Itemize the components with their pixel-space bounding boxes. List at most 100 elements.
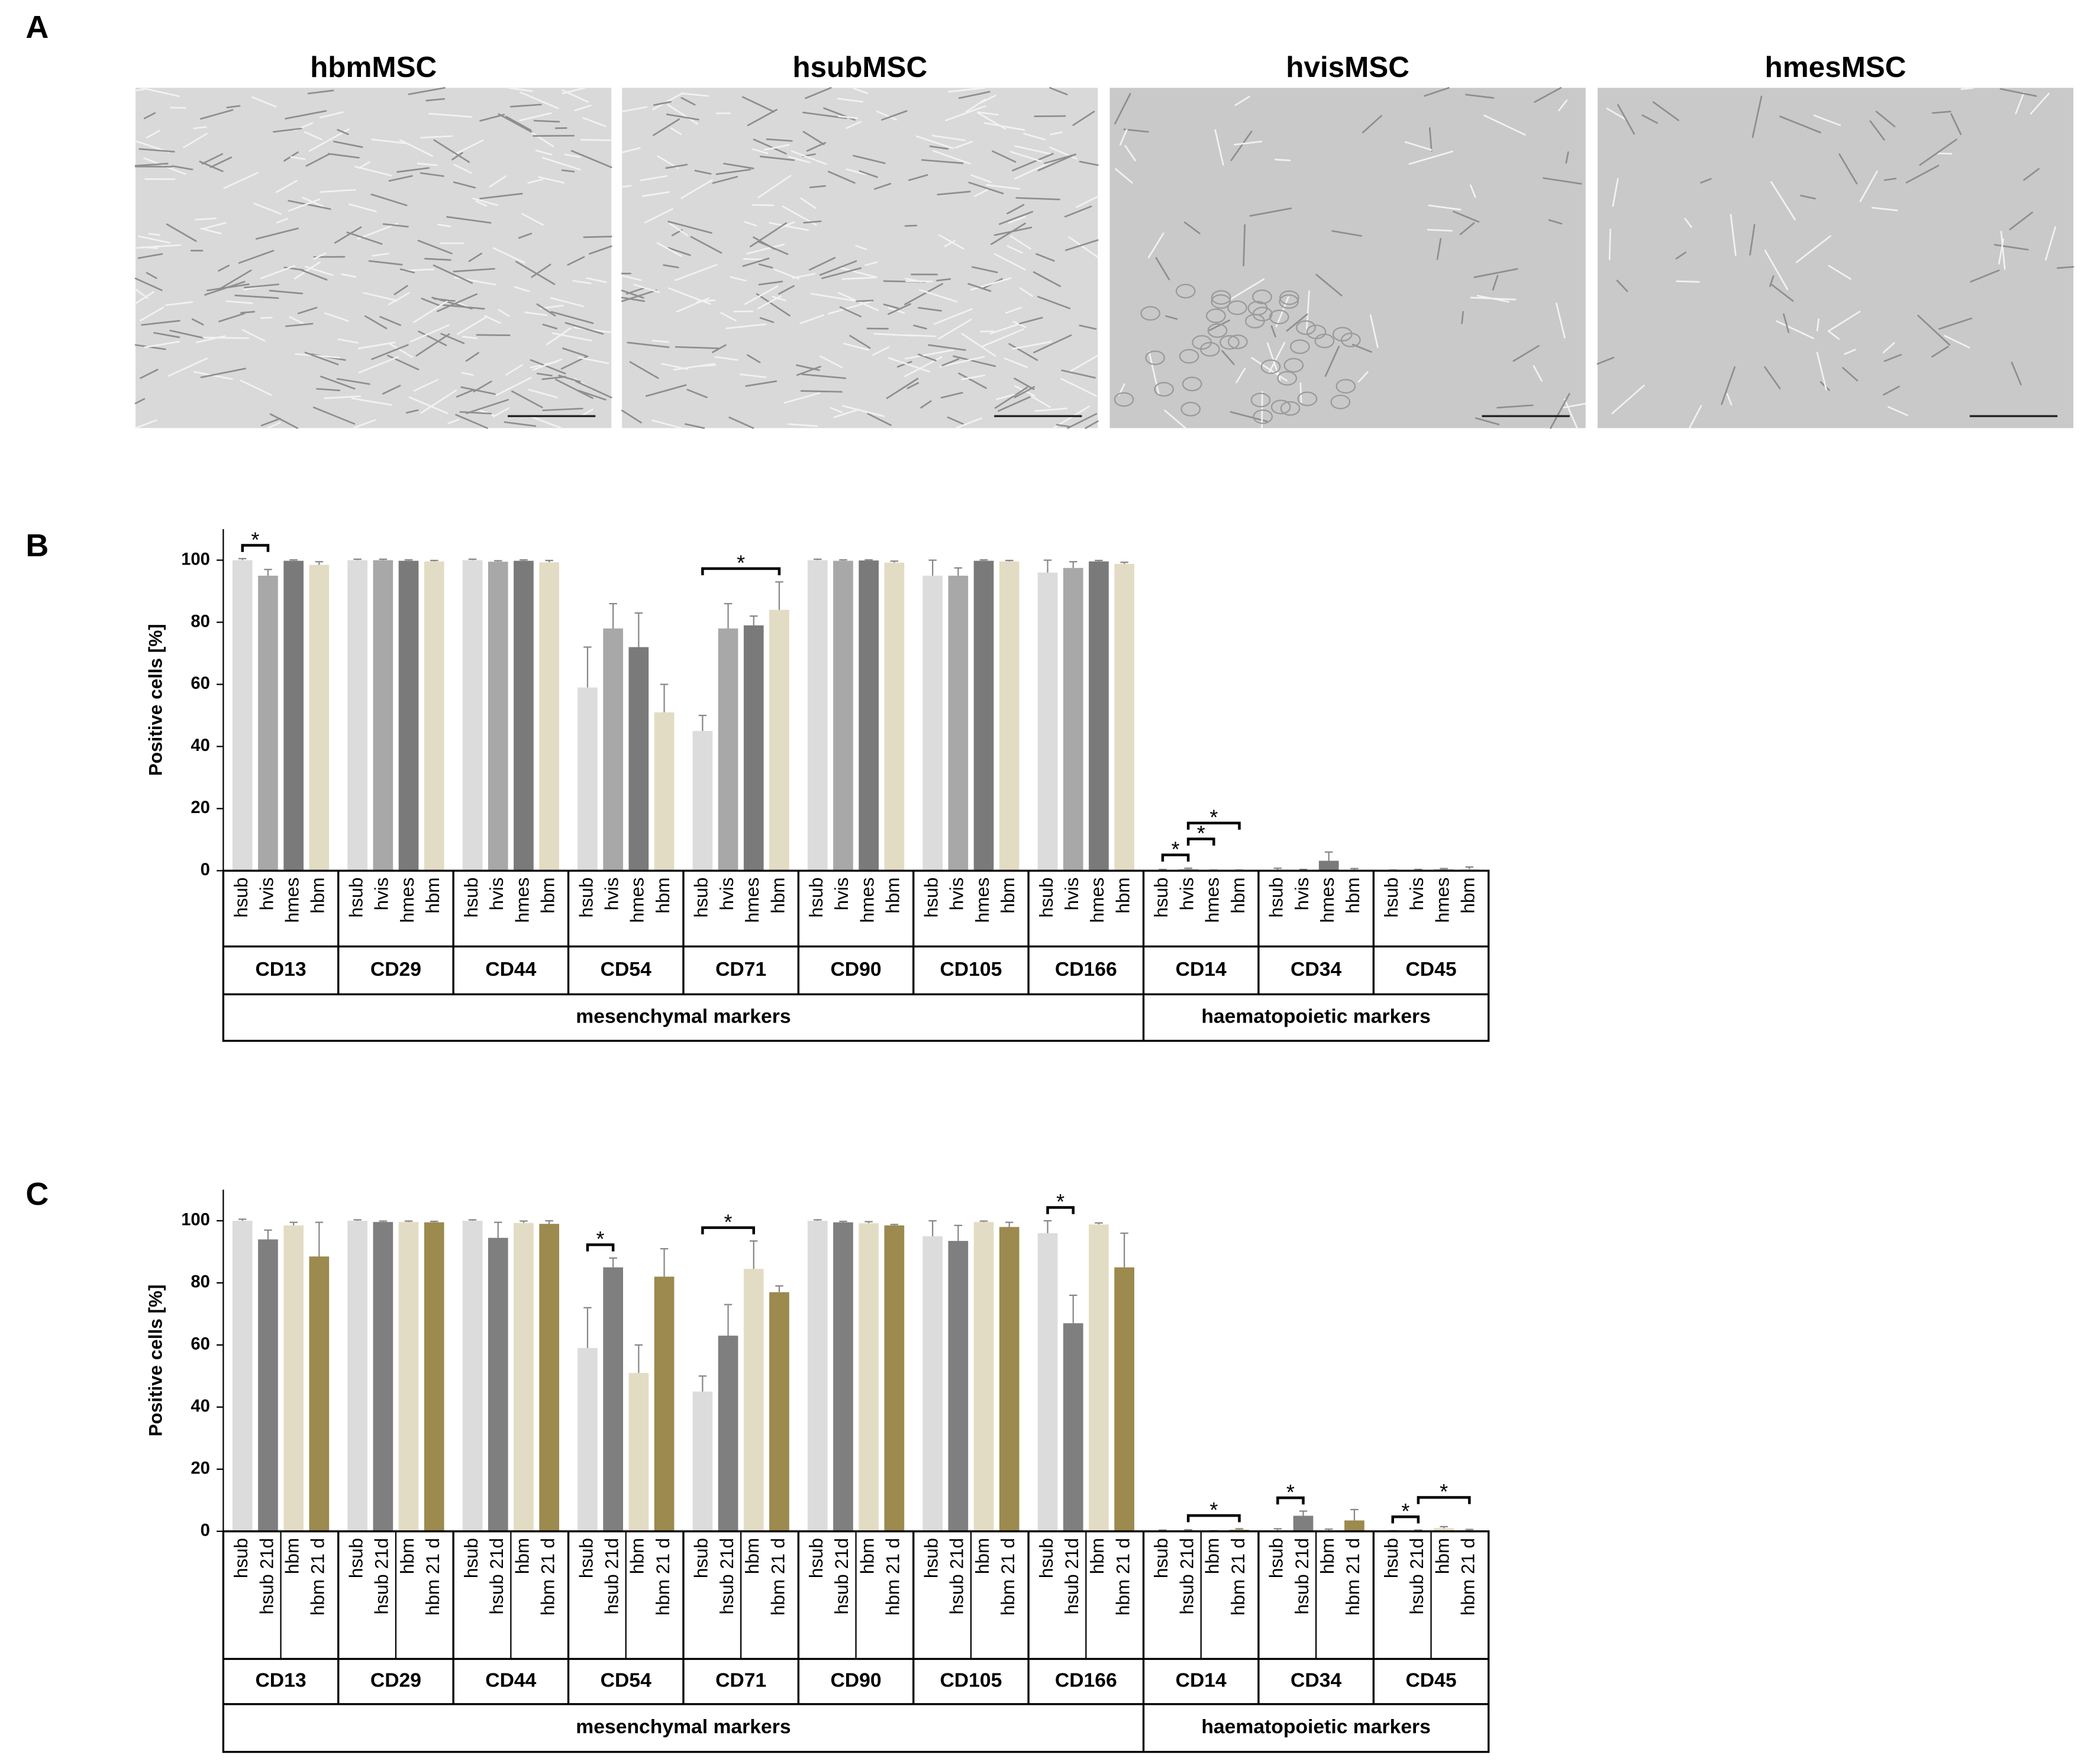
bar	[1037, 1233, 1058, 1531]
cell	[1199, 341, 1220, 357]
cell	[1813, 114, 1841, 126]
cell	[1211, 294, 1231, 309]
error-bar	[979, 559, 988, 561]
error-bar	[813, 1219, 822, 1221]
series-label: hsub	[921, 878, 941, 918]
cell	[333, 140, 363, 148]
cell	[936, 278, 951, 282]
cell	[751, 148, 769, 154]
series-label: hbm	[972, 1538, 993, 1574]
cell	[324, 312, 349, 322]
cell	[1019, 287, 1033, 297]
series-label: hmes	[972, 878, 993, 923]
cell	[447, 418, 460, 424]
cell	[251, 96, 277, 108]
cell	[352, 419, 376, 429]
series-label: hbm	[1112, 878, 1133, 914]
cell	[1816, 318, 1820, 331]
cell	[1461, 311, 1464, 324]
series-label: hsub	[1381, 1538, 1402, 1578]
cell	[1253, 409, 1273, 424]
micrograph	[134, 87, 612, 429]
cell	[334, 226, 362, 244]
cell	[968, 182, 1004, 195]
cell	[1076, 195, 1099, 208]
cell	[712, 344, 727, 353]
cell	[289, 316, 304, 324]
cell	[938, 318, 972, 340]
series-label: hbm	[1343, 878, 1363, 914]
cell	[288, 199, 331, 210]
group-label: mesenchymal markers	[576, 1006, 791, 1028]
category-label: CD90	[830, 959, 881, 981]
cell	[1182, 376, 1202, 392]
significance-label: *	[1209, 1498, 1218, 1522]
bar	[1063, 1323, 1083, 1531]
error-bar	[979, 1220, 988, 1223]
bar	[309, 565, 330, 871]
cell	[621, 296, 646, 302]
series-label: hvis	[1292, 878, 1312, 911]
error-bar	[698, 714, 707, 731]
cell	[511, 390, 543, 408]
significance-label: *	[1286, 1480, 1295, 1504]
cell	[686, 389, 708, 398]
significance-label: *	[1056, 1189, 1064, 1214]
cell	[1061, 369, 1096, 379]
cell	[1148, 351, 1160, 395]
cell	[1145, 350, 1165, 366]
cell	[1014, 386, 1035, 398]
cell	[358, 356, 399, 373]
cell	[524, 311, 548, 316]
cell	[520, 91, 559, 109]
bar	[603, 628, 623, 871]
cell	[805, 87, 832, 99]
cell	[1270, 399, 1291, 415]
error-bar	[1273, 868, 1282, 870]
cell	[1558, 99, 1568, 112]
cell	[1617, 104, 1635, 135]
cell	[519, 112, 552, 121]
error-bar	[289, 559, 298, 561]
cell	[1476, 295, 1509, 303]
cell	[1496, 404, 1534, 409]
cell	[531, 263, 551, 278]
cell	[745, 380, 778, 387]
cell	[536, 303, 556, 317]
error-bar	[289, 1221, 298, 1226]
cell	[1917, 314, 1950, 346]
cell	[533, 120, 560, 123]
bar	[424, 561, 444, 871]
cell	[758, 263, 773, 269]
cell	[1362, 115, 1382, 134]
cell	[388, 175, 413, 182]
cell	[207, 283, 250, 292]
category-label: CD14	[1176, 1669, 1227, 1691]
cell	[759, 156, 795, 161]
y-tick-label: 0	[201, 1521, 210, 1540]
cell	[1700, 178, 1712, 184]
bar	[884, 562, 905, 871]
series-label: hvis	[601, 878, 622, 911]
series-label: hbm	[1317, 1538, 1338, 1574]
cell	[1944, 335, 1970, 349]
cell	[1641, 114, 1659, 124]
cell	[388, 342, 414, 359]
error-bar	[238, 1218, 247, 1221]
cell	[1469, 184, 1476, 198]
cell	[1882, 342, 1895, 353]
cell	[393, 285, 408, 295]
cell	[1764, 366, 1781, 389]
cell	[134, 88, 146, 92]
image-title: hmesMSC	[1765, 51, 1906, 83]
category-label: CD34	[1291, 1669, 1341, 1691]
series-label: hbm	[537, 878, 558, 914]
series-label: hsub 21d	[1062, 1538, 1082, 1614]
cell	[1249, 207, 1292, 217]
series-label: hsub 21d	[1176, 1538, 1197, 1614]
significance-bracket	[586, 1243, 615, 1252]
cell	[665, 163, 688, 169]
cell	[515, 260, 556, 285]
cell	[567, 256, 585, 266]
cell	[1015, 197, 1060, 201]
